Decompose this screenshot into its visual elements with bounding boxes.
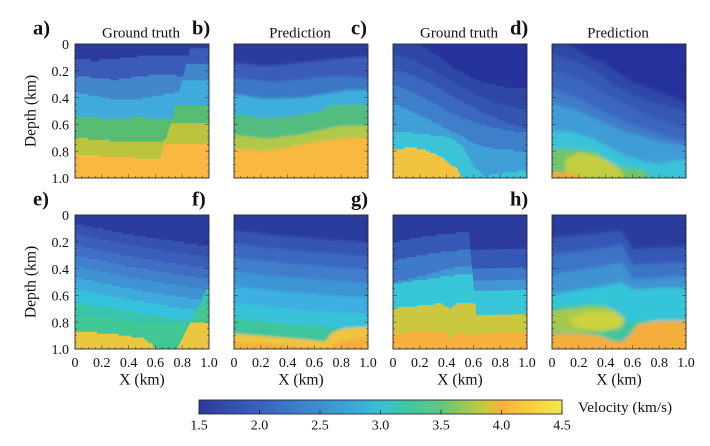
- svg-text:f): f): [192, 189, 206, 211]
- svg-text:d): d): [510, 18, 528, 40]
- svg-text:0.4: 0.4: [438, 356, 456, 371]
- svg-text:g): g): [351, 189, 368, 211]
- svg-text:0.2: 0.2: [93, 356, 111, 371]
- svg-text:1.5: 1.5: [190, 419, 208, 434]
- svg-text:0.6: 0.6: [465, 356, 483, 371]
- svg-text:0: 0: [390, 356, 397, 371]
- svg-text:X (km): X (km): [278, 372, 323, 389]
- svg-text:0.2: 0.2: [252, 356, 270, 371]
- svg-text:0.6: 0.6: [306, 356, 324, 371]
- svg-text:a): a): [33, 18, 50, 40]
- svg-text:0: 0: [231, 356, 238, 371]
- svg-text:1.0: 1.0: [52, 172, 70, 187]
- svg-text:0.4: 0.4: [279, 356, 297, 371]
- svg-text:2.5: 2.5: [311, 419, 329, 434]
- svg-text:0.6: 0.6: [52, 119, 70, 134]
- svg-text:0.2: 0.2: [52, 236, 70, 251]
- svg-text:0: 0: [62, 38, 69, 53]
- svg-text:0.8: 0.8: [332, 356, 350, 371]
- svg-text:0.6: 0.6: [147, 356, 165, 371]
- svg-text:X (km): X (km): [119, 372, 164, 389]
- svg-text:0.2: 0.2: [411, 356, 429, 371]
- svg-text:1.0: 1.0: [200, 356, 218, 371]
- svg-text:0: 0: [72, 356, 79, 371]
- svg-text:0.8: 0.8: [52, 316, 70, 331]
- svg-text:3.0: 3.0: [372, 419, 390, 434]
- svg-text:Velocity (km/s): Velocity (km/s): [578, 399, 672, 416]
- svg-text:0.4: 0.4: [120, 356, 138, 371]
- svg-text:Ground truth: Ground truth: [102, 26, 180, 42]
- svg-text:e): e): [33, 189, 49, 211]
- svg-text:4.5: 4.5: [553, 419, 571, 434]
- svg-text:1.0: 1.0: [52, 343, 70, 358]
- svg-text:X (km): X (km): [596, 372, 641, 389]
- svg-text:0.6: 0.6: [52, 290, 70, 305]
- svg-text:0.4: 0.4: [52, 263, 70, 278]
- svg-text:0.8: 0.8: [173, 356, 191, 371]
- svg-text:1.0: 1.0: [677, 356, 695, 371]
- svg-text:2.0: 2.0: [251, 419, 269, 434]
- svg-text:0.2: 0.2: [570, 356, 588, 371]
- svg-text:0.2: 0.2: [52, 65, 70, 80]
- svg-text:Prediction: Prediction: [587, 26, 649, 42]
- svg-text:4.0: 4.0: [493, 419, 511, 434]
- svg-text:0.8: 0.8: [52, 145, 70, 160]
- svg-text:0.4: 0.4: [52, 92, 70, 107]
- svg-text:0.4: 0.4: [597, 356, 615, 371]
- svg-text:3.5: 3.5: [432, 419, 450, 434]
- svg-text:b): b): [192, 18, 210, 40]
- svg-text:1.0: 1.0: [359, 356, 377, 371]
- svg-text:1.0: 1.0: [518, 356, 536, 371]
- svg-text:Prediction: Prediction: [269, 26, 331, 42]
- svg-text:0.8: 0.8: [650, 356, 668, 371]
- svg-text:h): h): [510, 189, 528, 211]
- svg-text:c): c): [351, 18, 367, 40]
- svg-text:0.6: 0.6: [624, 356, 642, 371]
- svg-text:X (km): X (km): [437, 372, 482, 389]
- svg-text:Ground truth: Ground truth: [420, 26, 498, 42]
- svg-text:Depth (km): Depth (km): [23, 246, 40, 318]
- svg-text:0.8: 0.8: [491, 356, 509, 371]
- svg-text:Depth (km): Depth (km): [23, 75, 40, 147]
- svg-text:0: 0: [549, 356, 556, 371]
- svg-text:0: 0: [62, 209, 69, 224]
